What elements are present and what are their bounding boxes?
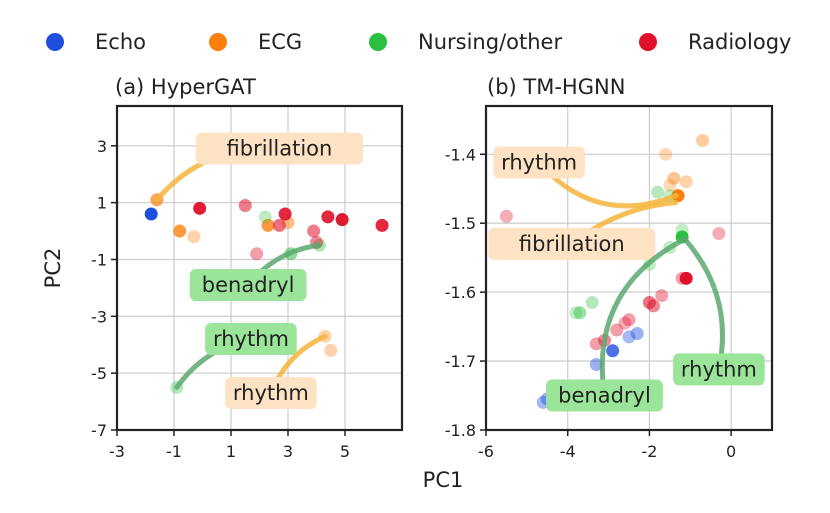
point-radiology (712, 227, 726, 241)
legend: Echo ECG Nursing/other Radiology (46, 30, 791, 54)
point-radiology (335, 213, 349, 227)
y-tick-label: -1 (91, 250, 107, 269)
point-ecg (663, 178, 677, 192)
annotation-arrow-rhythm (681, 235, 725, 372)
legend-marker-radiology (639, 33, 657, 51)
point-nursing-other (585, 295, 599, 309)
annotation-label-rhythm: rhythm (501, 151, 577, 175)
annotation-box-rhythm (225, 377, 317, 410)
point-ecg (187, 230, 201, 244)
x-tick-label: -1 (166, 442, 182, 461)
point-radiology (250, 247, 264, 261)
annotation-label-rhythm: rhythm (233, 381, 309, 405)
annotation-box-benadryl (189, 269, 307, 302)
annotation-label-fibrillation: fibrillation (519, 232, 625, 256)
annotation-box-rhythm (205, 323, 297, 356)
legend-item-radiology: Radiology (639, 30, 791, 54)
y-tick-label: -5 (91, 364, 107, 383)
point-radiology (272, 218, 286, 232)
legend-item-echo: Echo (46, 30, 146, 54)
point-radiology (238, 198, 252, 212)
annotation-arrow-benadryl (599, 237, 685, 399)
x-tick-label: 0 (726, 442, 736, 461)
y-tick-label: -3 (91, 307, 107, 326)
panel-b-tm-hgnn: rhythm fibrillation benadryl rhythm -6 -4 -2 0 -… (445, 75, 774, 461)
y-tick-label: -1.6 (445, 283, 476, 302)
legend-marker-nursing-other (369, 33, 387, 51)
point-ecg (667, 171, 681, 185)
point-echo (622, 330, 636, 344)
y-tick-label: -1.5 (445, 214, 476, 233)
x-axis-label: PC1 (423, 468, 464, 492)
annotation-label-rhythm: rhythm (213, 327, 289, 351)
x-tick-label: -3 (109, 442, 125, 461)
point-radiology (278, 207, 292, 221)
legend-label-radiology: Radiology (688, 30, 791, 54)
annotation-box-rhythm (673, 353, 765, 386)
chart-title-b: (b) TM-HGNN (487, 75, 625, 99)
point-radiology (321, 210, 335, 224)
x-tick-label: -2 (641, 442, 657, 461)
annotation-box-benadryl (546, 379, 663, 412)
y-tick-label: 1 (97, 194, 107, 213)
annotation-box-fibrillation (195, 132, 364, 165)
legend-item-ecg: ECG (209, 30, 302, 54)
point-echo (589, 358, 603, 372)
point-ecg (679, 175, 693, 189)
point-radiology (307, 224, 321, 238)
panel-a-hypergat: fibrillation benadryl rhythm rhythm -3 -1 1 3 5 -… (41, 75, 404, 461)
chart-title-a: (a) HyperGAT (115, 75, 256, 99)
legend-label-ecg: ECG (258, 30, 302, 54)
plot-frame-a (115, 104, 404, 432)
x-tick-label: -6 (478, 442, 494, 461)
point-radiology (679, 271, 693, 285)
point-radiology (622, 313, 636, 327)
point-radiology (610, 323, 624, 337)
point-radiology (618, 316, 632, 330)
point-echo (144, 207, 158, 221)
plot-frame-b (484, 104, 774, 432)
point-radiology (655, 289, 669, 303)
point-radiology (675, 271, 689, 285)
annotation-box-fibrillation (488, 227, 656, 260)
point-nursing-other (573, 306, 587, 320)
point-radiology (647, 299, 661, 313)
annotation-label-benadryl: benadryl (558, 384, 651, 408)
point-ecg (696, 133, 710, 147)
annotation-label-benadryl: benadryl (202, 273, 295, 297)
point-radiology (375, 218, 389, 232)
point-nursing-other (258, 210, 272, 224)
legend-marker-echo (46, 33, 64, 51)
point-ecg (173, 224, 187, 238)
annotation-label-rhythm: rhythm (681, 357, 757, 381)
legend-item-nursing-other: Nursing/other (369, 30, 562, 54)
y-tick-label: 3 (97, 137, 107, 156)
point-ecg (324, 343, 338, 357)
point-nursing-other (651, 185, 665, 199)
y-tick-label: -1.8 (445, 421, 476, 440)
x-tick-label: -4 (560, 442, 576, 461)
point-nursing-other (569, 306, 583, 320)
legend-label-echo: Echo (95, 30, 146, 54)
point-radiology (499, 209, 513, 223)
y-tick-label: -1.4 (445, 145, 476, 164)
y-tick-label: -1.7 (445, 352, 476, 371)
point-radiology (589, 337, 603, 351)
annotation-box-rhythm (493, 146, 585, 179)
x-tick-label: 3 (283, 442, 293, 461)
point-radiology (193, 201, 207, 215)
y-axis-label: PC2 (41, 248, 65, 289)
y-tick-label: -7 (91, 421, 107, 440)
legend-marker-ecg (209, 33, 227, 51)
point-echo (630, 326, 644, 340)
point-nursing-other (675, 223, 689, 237)
point-echo (606, 344, 620, 358)
legend-label-nursing-other: Nursing/other (418, 30, 562, 54)
point-ecg (261, 218, 275, 232)
x-tick-label: 1 (226, 442, 236, 461)
point-ecg (659, 147, 673, 161)
x-tick-label: 5 (340, 442, 350, 461)
annotation-label-fibrillation: fibrillation (227, 137, 333, 161)
